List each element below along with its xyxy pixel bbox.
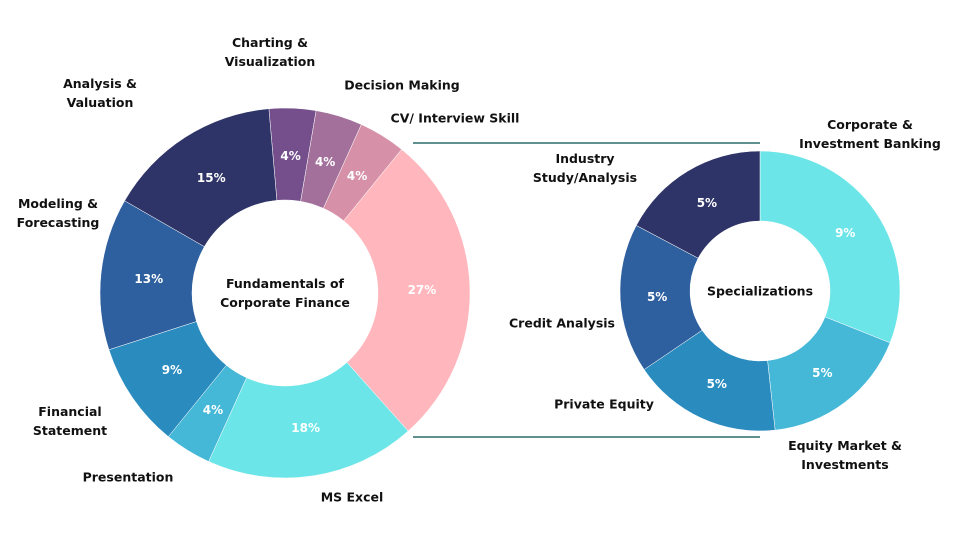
- category-label: Corporate & Investment Banking: [799, 117, 941, 151]
- slice: [124, 108, 278, 247]
- center-label: Fundamentals of Corporate Finance: [220, 276, 350, 310]
- value-label: 5%: [706, 377, 727, 392]
- value-label: 13%: [134, 271, 164, 286]
- slice: [759, 150, 901, 344]
- slice: [643, 329, 776, 432]
- category-label: Analysis & Valuation: [63, 76, 137, 110]
- value-label: 5%: [646, 289, 668, 304]
- value-label: 4%: [202, 402, 224, 417]
- slice: [343, 149, 471, 432]
- value-label: 9%: [161, 363, 183, 378]
- category-label: Industry Study/Analysis: [532, 151, 638, 185]
- value-label: 5%: [812, 365, 833, 380]
- category-label: Presentation: [82, 469, 174, 485]
- value-label: 5%: [696, 195, 718, 210]
- slice: [208, 362, 409, 479]
- value-label: 4%: [346, 169, 368, 184]
- center-label: Specializations: [706, 283, 814, 299]
- category-label: CV/ Interview Skill: [390, 110, 520, 126]
- value-label: 18%: [291, 421, 321, 436]
- value-label: 4%: [280, 149, 301, 164]
- category-label: Equity Market & Investments: [788, 438, 902, 472]
- category-label: Modeling & Forecasting: [16, 196, 100, 230]
- slice: [619, 225, 703, 370]
- value-label: 15%: [196, 170, 226, 185]
- category-label: Credit Analysis: [509, 315, 615, 331]
- value-label: 27%: [407, 282, 437, 297]
- slice: [635, 150, 761, 259]
- category-label: Decision Making: [344, 77, 460, 93]
- category-label: Private Equity: [554, 396, 654, 412]
- value-label: 4%: [314, 155, 336, 169]
- value-label: 9%: [835, 226, 856, 241]
- category-label: MS Excel: [320, 489, 384, 505]
- slice: [767, 316, 891, 431]
- category-label: Financial Statement: [32, 404, 108, 438]
- category-label: Charting & Visualization: [224, 35, 316, 69]
